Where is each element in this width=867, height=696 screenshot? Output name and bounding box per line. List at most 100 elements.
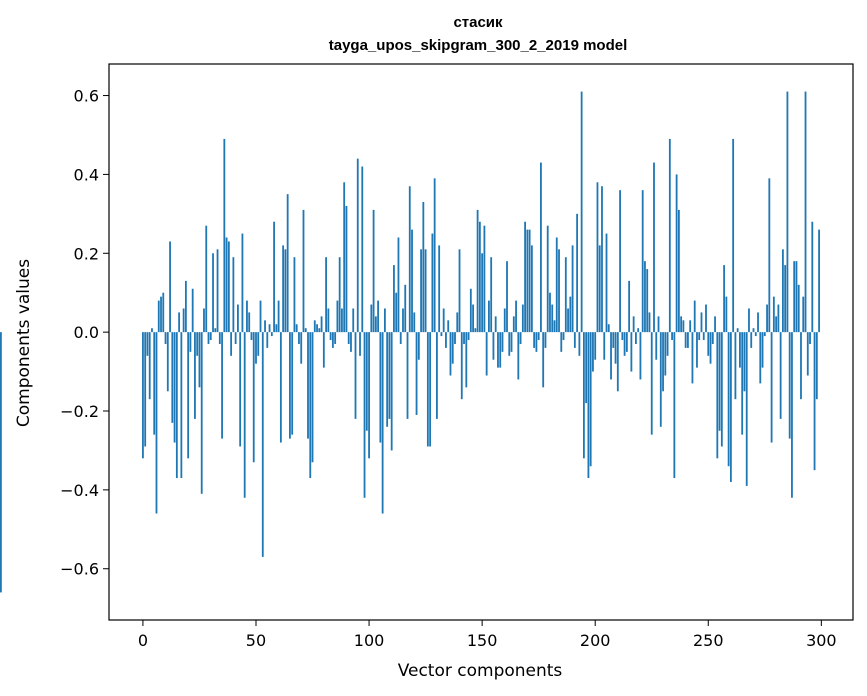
bar [189, 332, 192, 352]
bar [779, 332, 782, 419]
bar [431, 233, 434, 333]
bar [214, 328, 217, 333]
bar [781, 249, 784, 333]
bar [528, 229, 531, 333]
bar [596, 182, 599, 333]
bar [212, 253, 214, 333]
bar [207, 332, 210, 344]
bar [739, 332, 741, 368]
plot-frame [108, 63, 854, 621]
bar [234, 332, 237, 344]
bar [768, 178, 771, 333]
bar [304, 328, 307, 333]
bar [483, 225, 486, 333]
bar [467, 332, 470, 341]
bar [705, 304, 707, 333]
bar [191, 288, 194, 333]
bar [628, 280, 631, 333]
bar [521, 304, 524, 333]
bar [603, 332, 606, 360]
bar [307, 332, 309, 439]
x-tick-label: 150 [467, 631, 498, 650]
bar [316, 324, 318, 333]
bar [248, 312, 251, 333]
y-tick-label: −0.2 [60, 402, 99, 421]
bar [662, 332, 664, 392]
bar [331, 332, 334, 348]
bar [313, 320, 316, 333]
bar [478, 221, 481, 333]
bar [209, 332, 212, 341]
bar [668, 138, 671, 333]
bar [259, 300, 262, 333]
bar [255, 332, 257, 364]
bar [413, 312, 416, 333]
bar [497, 332, 499, 368]
bar [707, 332, 710, 356]
x-tick-label: 200 [580, 631, 611, 650]
bar [818, 229, 820, 333]
bar [458, 249, 461, 333]
bar [449, 332, 452, 376]
bar [270, 332, 273, 337]
bar [171, 332, 174, 423]
bar [725, 296, 728, 333]
bar [544, 332, 547, 348]
bar [687, 332, 689, 348]
bar [381, 332, 384, 514]
bar [675, 174, 678, 333]
bar [146, 332, 149, 356]
bar [700, 312, 703, 333]
bar [589, 332, 592, 467]
bar [540, 162, 542, 333]
bar [336, 300, 339, 333]
bar [476, 209, 479, 333]
bar [282, 245, 285, 333]
bar [187, 332, 190, 459]
bar [298, 332, 300, 344]
bar [800, 332, 802, 400]
bar [424, 249, 427, 333]
bar [237, 304, 239, 333]
x-tick-label: 100 [354, 631, 385, 650]
bar [227, 241, 230, 333]
bar [578, 332, 581, 356]
bar [293, 257, 296, 333]
bar [239, 332, 242, 447]
bar [709, 332, 712, 364]
bar [327, 308, 330, 333]
bar [232, 257, 235, 333]
y-tick-label: 0.0 [74, 323, 99, 342]
y-tick-label: 0.2 [74, 244, 99, 263]
bar [506, 261, 508, 333]
bar [537, 332, 540, 341]
bar [743, 332, 746, 392]
bar [501, 332, 504, 352]
bar [289, 332, 291, 439]
bar [723, 265, 726, 333]
y-tick-label: −0.4 [60, 481, 99, 500]
bar [359, 332, 361, 356]
bar [445, 332, 447, 348]
bar [422, 202, 425, 333]
bar [397, 237, 400, 333]
bar [393, 265, 395, 333]
bar [797, 284, 800, 333]
bar [802, 296, 805, 333]
bar [151, 328, 153, 333]
bar [250, 332, 253, 341]
bar [354, 332, 357, 419]
bar [510, 332, 513, 352]
y-axis: −0.6 −0.4 −0.2 0.0 0.2 0.4 0.6 [60, 87, 109, 579]
bar [519, 332, 522, 344]
x-axis: 0 50 100 150 200 250 300 [138, 620, 837, 650]
bar [388, 332, 391, 419]
bar [447, 320, 450, 333]
bar [184, 280, 187, 333]
bar [648, 312, 651, 333]
y-tick-label: 0.6 [74, 87, 99, 106]
bar [809, 332, 811, 344]
bar [436, 332, 438, 419]
bar [766, 304, 768, 333]
